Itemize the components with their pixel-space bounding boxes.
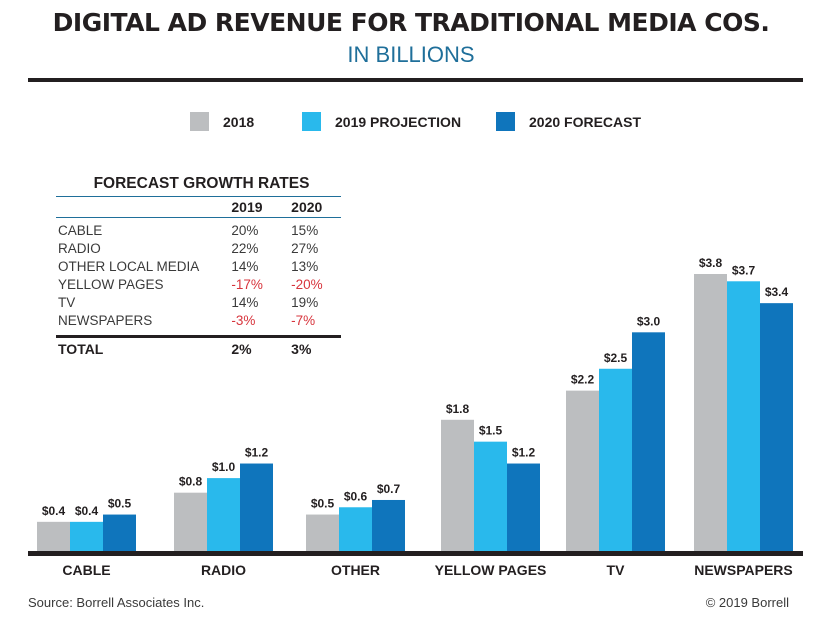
data-label: $2.5 — [604, 351, 628, 365]
bar-newspapers-2020 — [760, 303, 793, 551]
bar-cable-2020 — [103, 514, 136, 551]
legend-item-2018: 2018 — [190, 112, 254, 131]
x-tick-label: YELLOW PAGES — [435, 562, 547, 578]
bar-other-2018 — [306, 514, 339, 551]
data-label: $0.6 — [344, 489, 368, 503]
table-body: CABLE 20% 15% RADIO 22% 27% OTHER LOCAL MEDIA 1… — [56, 221, 341, 329]
copyright-note: © 2019 Borrell — [705, 595, 789, 610]
data-label: $1.8 — [446, 402, 470, 416]
row-2020-value: -20% — [291, 276, 323, 292]
bar-newspapers-2018 — [694, 274, 727, 551]
source-note: Source: Borrell Associates Inc. — [28, 595, 205, 610]
bar-radio-2020 — [240, 463, 273, 551]
data-label: $3.7 — [732, 263, 756, 277]
bar-tv-2020 — [632, 332, 665, 551]
bar-tv-2018 — [566, 390, 599, 551]
data-label: $0.4 — [75, 504, 99, 518]
data-label: $3.4 — [765, 285, 789, 299]
legend-item-2020: 2020 FORECAST — [496, 112, 641, 131]
legend-swatch-2020 — [496, 112, 515, 131]
legend: 2018 2019 PROJECTION 2020 FORECAST — [0, 112, 822, 132]
total-label: TOTAL — [58, 341, 104, 357]
total-2019: 2% — [231, 341, 252, 357]
header-2020: 2020 — [291, 199, 323, 215]
table-row: TV 14% 19% — [56, 293, 341, 311]
row-label: YELLOW PAGES — [58, 276, 164, 292]
header-2019: 2019 — [231, 199, 263, 215]
row-2020-value: 13% — [291, 258, 319, 274]
bar-yellow-pages-2020 — [507, 463, 540, 551]
data-label: $1.2 — [245, 446, 269, 460]
data-label: $0.8 — [179, 475, 203, 489]
table-row: OTHER LOCAL MEDIA 14% 13% — [56, 257, 341, 275]
row-2020-value: 19% — [291, 294, 319, 310]
x-tick-label: RADIO — [201, 562, 246, 578]
legend-label-2018: 2018 — [223, 113, 255, 130]
growth-table-title: FORECAST GROWTH RATES — [93, 175, 310, 192]
growth-rates-table: FORECAST GROWTH RATES 2019 2020 CABLE 20%… — [56, 175, 341, 360]
legend-label-2020: 2020 FORECAST — [529, 113, 642, 130]
row-label: TV — [58, 294, 76, 310]
legend-label-2019: 2019 PROJECTION — [335, 113, 462, 130]
data-label: $0.5 — [311, 497, 335, 511]
row-2020-value: 15% — [291, 222, 319, 238]
data-label: $1.0 — [212, 460, 236, 474]
data-label: $3.0 — [637, 314, 661, 328]
table-top-rule — [56, 196, 341, 197]
table-total-row: TOTAL 2% 3% — [56, 338, 341, 360]
table-total-rule — [56, 335, 341, 338]
row-2019-value: 20% — [231, 222, 259, 238]
table-row: YELLOW PAGES -17% -20% — [56, 275, 341, 293]
row-label: RADIO — [58, 240, 101, 256]
data-label: $1.2 — [512, 446, 536, 460]
row-2019-value: 14% — [231, 258, 259, 274]
chart-subtitle: IN BILLIONS — [347, 42, 475, 67]
data-label: $0.7 — [377, 482, 401, 496]
bar-cable-2018 — [37, 521, 70, 551]
legend-item-2019: 2019 PROJECTION — [302, 112, 461, 131]
bar-radio-2018 — [174, 492, 207, 551]
data-label: $3.8 — [699, 256, 723, 270]
row-2019-value: 14% — [231, 294, 259, 310]
bar-yellow-pages-2018 — [441, 419, 474, 551]
table-row: CABLE 20% 15% — [56, 221, 341, 239]
row-2020-value: 27% — [291, 240, 319, 256]
x-tick-label: TV — [607, 562, 626, 578]
legend-swatch-2018 — [190, 112, 209, 131]
x-tick-label: NEWSPAPERS — [694, 562, 793, 578]
bar-radio-2019 — [207, 478, 240, 551]
bar-yellow-pages-2019 — [474, 441, 507, 551]
bar-cable-2019 — [70, 521, 103, 551]
data-label: $2.2 — [571, 373, 595, 387]
row-2019-value: -3% — [231, 312, 256, 328]
title-divider — [28, 78, 803, 82]
x-tick-label: CABLE — [62, 562, 110, 578]
row-2019-value: 22% — [231, 240, 259, 256]
row-label: CABLE — [58, 222, 103, 238]
chart-title: DIGITAL AD REVENUE FOR TRADITIONAL MEDIA… — [52, 8, 770, 37]
data-label: $1.5 — [479, 424, 503, 438]
row-2020-value: -7% — [291, 312, 316, 328]
x-tick-label: OTHER — [331, 562, 380, 578]
bar-tv-2019 — [599, 368, 632, 551]
bar-other-2020 — [372, 499, 405, 551]
row-label: NEWSPAPERS — [58, 312, 153, 328]
row-label: OTHER LOCAL MEDIA — [58, 258, 200, 274]
total-2020: 3% — [291, 341, 312, 357]
table-header-row: 2019 2020 — [56, 197, 341, 217]
table-row: NEWSPAPERS -3% -7% — [56, 311, 341, 329]
data-label: $0.4 — [42, 504, 66, 518]
bar-newspapers-2019 — [727, 281, 760, 551]
table-row: RADIO 22% 27% — [56, 239, 341, 257]
table-header-rule — [56, 217, 341, 218]
bar-other-2019 — [339, 507, 372, 551]
data-label: $0.5 — [108, 497, 132, 511]
row-2019-value: -17% — [231, 276, 263, 292]
x-axis-baseline — [28, 551, 803, 556]
legend-swatch-2019 — [302, 112, 321, 131]
